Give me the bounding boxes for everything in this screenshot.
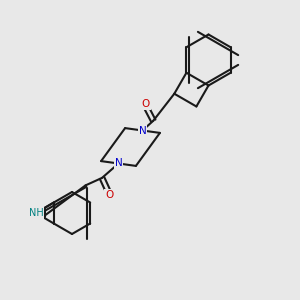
Text: NH: NH	[28, 208, 43, 218]
Text: O: O	[105, 190, 114, 200]
Text: N: N	[139, 125, 146, 136]
Text: N: N	[115, 158, 122, 169]
Text: O: O	[142, 99, 150, 109]
